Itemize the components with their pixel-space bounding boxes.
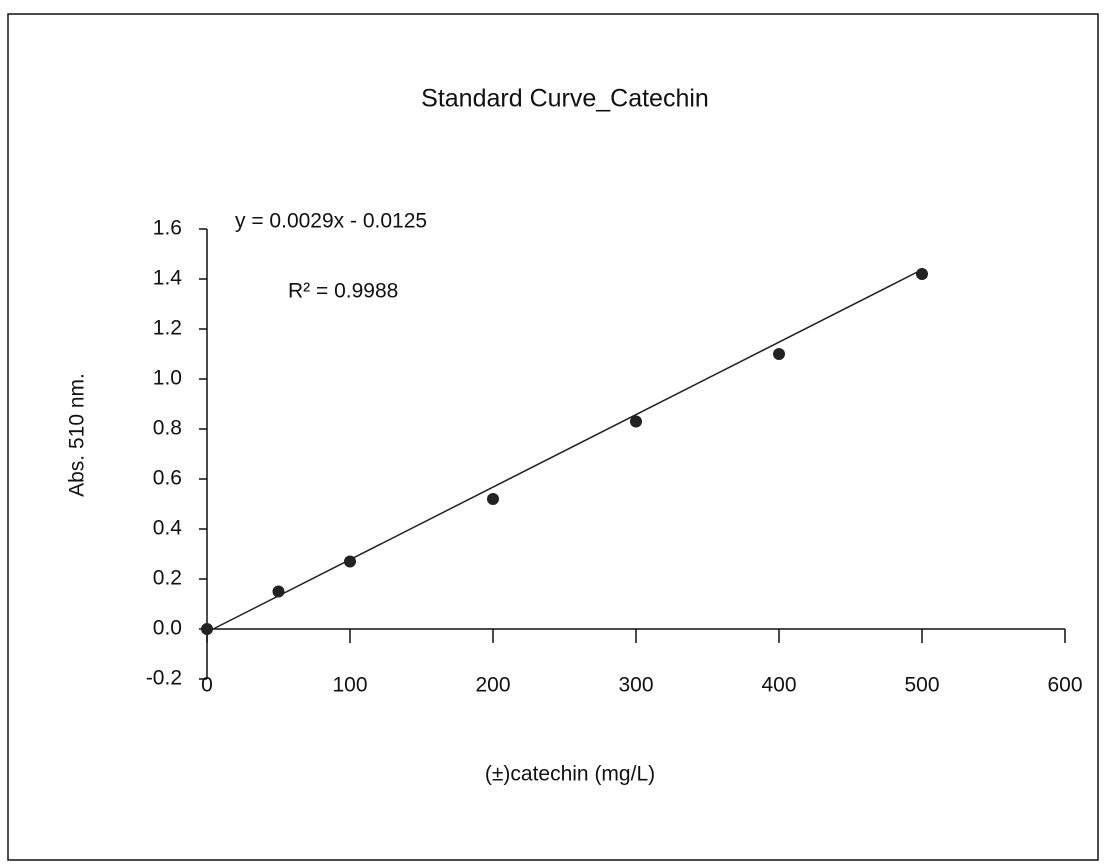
y-tick-label: -0.2 bbox=[146, 667, 182, 690]
data-point bbox=[272, 585, 285, 598]
x-tick-label: 300 bbox=[618, 674, 653, 697]
x-tick-label: 600 bbox=[1047, 674, 1082, 697]
x-tick-label: 200 bbox=[475, 674, 510, 697]
x-tick-label: 500 bbox=[904, 674, 939, 697]
data-point bbox=[916, 268, 928, 280]
data-point bbox=[773, 348, 785, 360]
data-point bbox=[630, 415, 642, 428]
x-tick-label: 100 bbox=[332, 674, 367, 697]
data-point bbox=[201, 623, 213, 635]
x-tick-label: 400 bbox=[761, 674, 796, 697]
r-squared-annotation: R² = 0.9988 bbox=[288, 280, 398, 303]
trendline bbox=[206, 268, 923, 633]
chart-title: Standard Curve_Catechin bbox=[421, 85, 709, 113]
y-tick-label: 0.0 bbox=[153, 617, 182, 640]
equation-annotation: y = 0.0029x - 0.0125 bbox=[235, 210, 427, 233]
x-axis-label: (±)catechin (mg/L) bbox=[485, 763, 655, 786]
y-axis-label: Abs. 510 nm. bbox=[66, 373, 89, 497]
y-tick-label: 0.6 bbox=[153, 467, 182, 490]
y-tick-label: 0.4 bbox=[153, 517, 183, 540]
data-point bbox=[487, 493, 499, 505]
y-tick-label: 1.4 bbox=[153, 267, 183, 290]
y-tick-label: 1.0 bbox=[153, 367, 182, 390]
y-tick-label: 0.2 bbox=[153, 567, 182, 590]
y-tick-label: 1.2 bbox=[153, 317, 182, 340]
y-tick-label: 0.8 bbox=[153, 417, 182, 440]
y-tick-label: 1.6 bbox=[153, 217, 182, 240]
chart-frame bbox=[7, 13, 1099, 861]
data-point bbox=[344, 555, 356, 568]
x-tick-label: 0 bbox=[201, 674, 213, 697]
